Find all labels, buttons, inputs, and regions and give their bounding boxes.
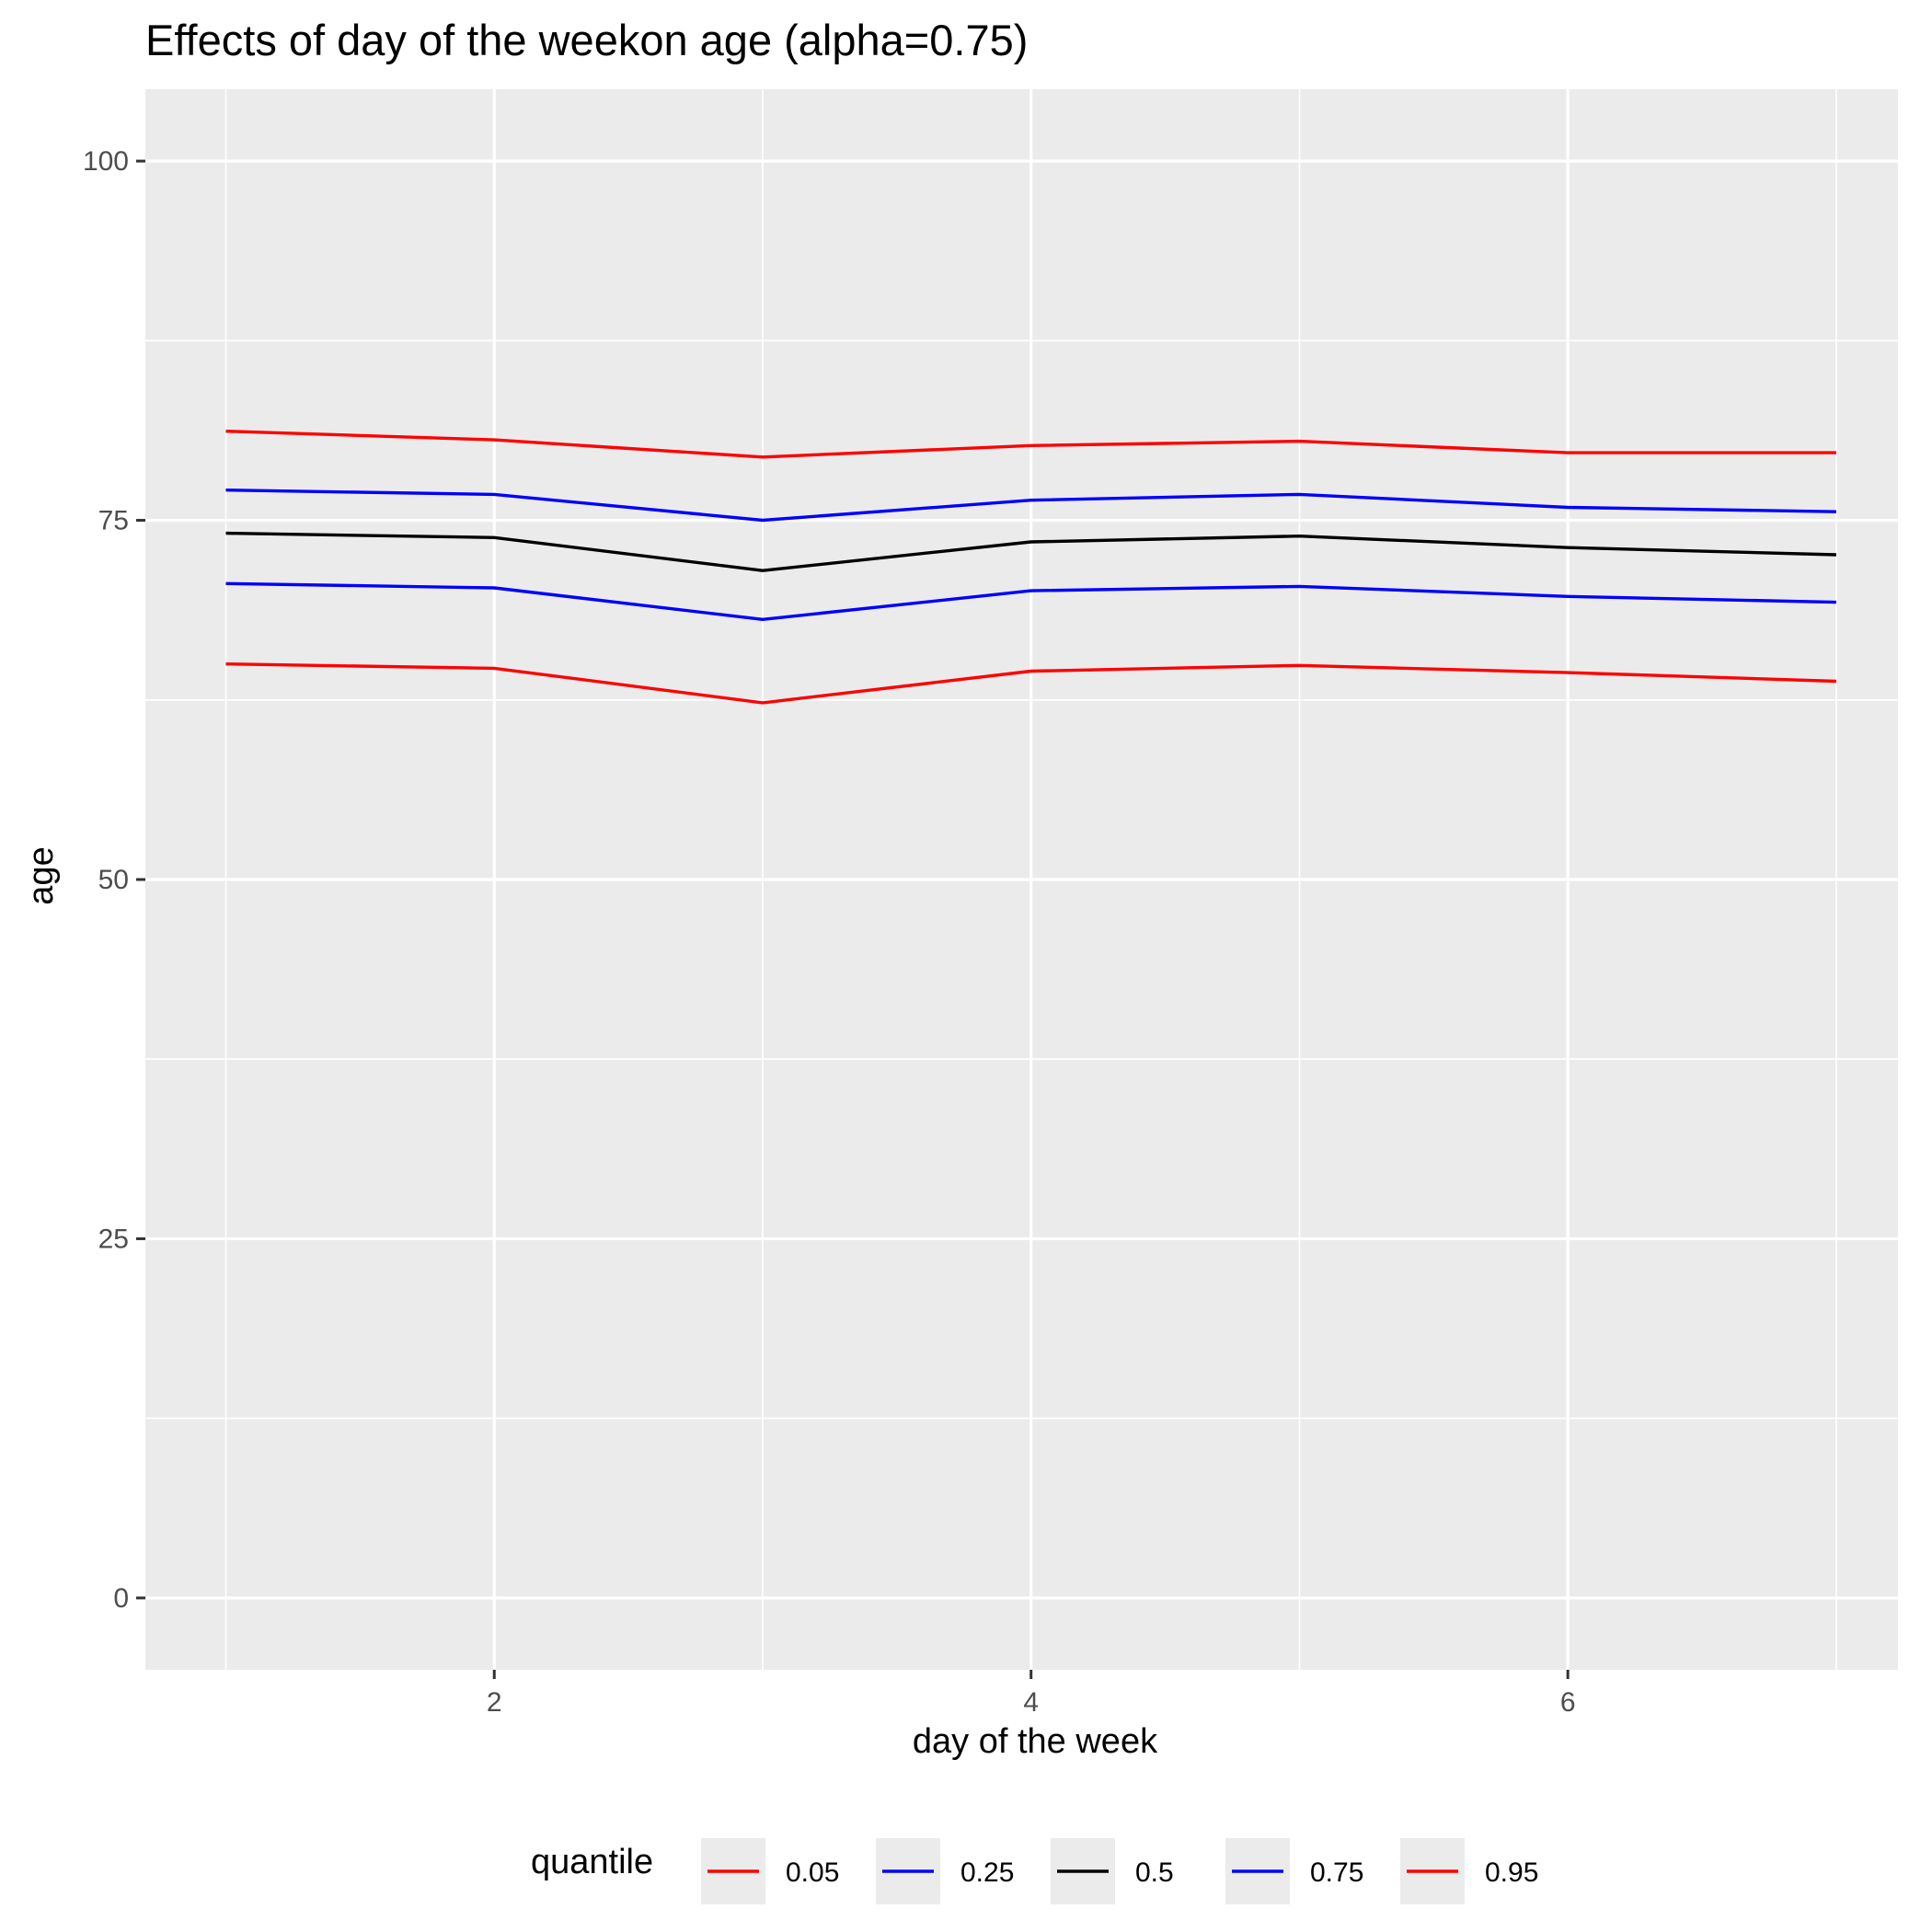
legend-label-0.95: 0.95: [1485, 1857, 1538, 1888]
series-line-0.5: [225, 531, 1836, 572]
y-tick-label: 100: [83, 146, 129, 177]
x-axis-title: day of the week: [913, 1722, 1158, 1761]
legend: quantile 0.05 0.25 0.5 0.75 0.95: [531, 1838, 1538, 1904]
series-line-0.95: [225, 430, 1836, 459]
legend-label-0.5: 0.5: [1135, 1857, 1174, 1888]
legend-label-0.25: 0.25: [960, 1857, 1014, 1888]
legend-label-0.75: 0.75: [1310, 1857, 1363, 1888]
y-axis-title: age: [22, 846, 61, 904]
chart-title: Effects of day of the weekon age (alpha=…: [145, 16, 1028, 64]
y-tick-label: 50: [98, 865, 129, 895]
plot-area: 0 25 50 75 100 2 4 6: [83, 89, 1898, 1718]
x-tick-label: 6: [1560, 1687, 1576, 1718]
series-line-0.05: [225, 662, 1836, 705]
x-tick-label: 4: [1023, 1687, 1039, 1718]
y-tick-label: 25: [98, 1224, 129, 1254]
legend-label-0.05: 0.05: [786, 1857, 839, 1888]
series-line-0.25: [225, 581, 1836, 621]
x-tick-label: 2: [487, 1687, 502, 1718]
y-tick-label: 75: [98, 506, 129, 536]
y-tick-label: 0: [113, 1583, 129, 1614]
legend-title: quantile: [531, 1843, 653, 1881]
series-line-0.75: [225, 489, 1836, 523]
